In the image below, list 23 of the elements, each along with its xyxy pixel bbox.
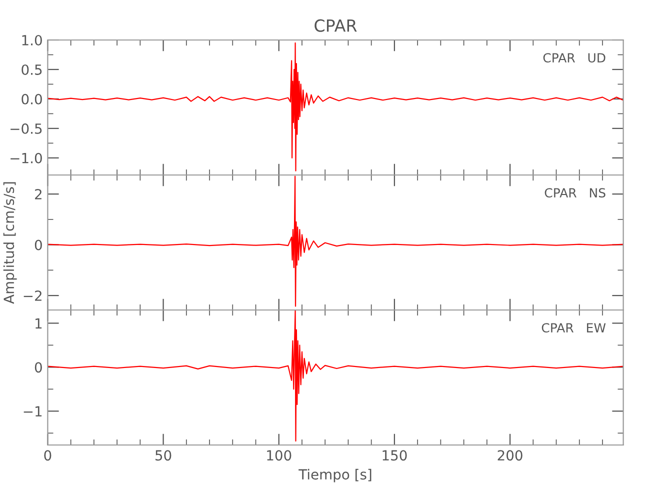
annotation: CPAR NS — [544, 188, 606, 198]
y-axis-title: Amplitud [cm/s/s] — [3, 182, 17, 304]
y-tick-label: 2 — [35, 189, 42, 200]
y-tick-label: −1 — [24, 406, 42, 416]
x-tick-label: 100 — [267, 450, 292, 461]
annotation: CPAR UD — [543, 53, 606, 63]
x-axis-title: Tiempo [s] — [298, 468, 372, 482]
y-tick-label: 1 — [36, 318, 42, 328]
x-tick-label: 0 — [44, 450, 52, 461]
x-tick-label: 50 — [156, 450, 172, 461]
y-tick-label: 0.5 — [22, 64, 42, 75]
y-tick-label: 1.0 — [22, 34, 42, 46]
x-tick-label: 200 — [498, 450, 522, 461]
x-tick-label: 150 — [382, 450, 407, 461]
y-tick-label: 0.0 — [22, 94, 42, 104]
line-series — [48, 42, 624, 172]
annotation: CPAR EW — [542, 323, 606, 333]
y-tick-label: −0.5 — [10, 123, 42, 134]
y-tick-label: 0 — [34, 362, 42, 373]
y-tick-label: 0 — [34, 240, 42, 250]
y-tick-label: −2 — [24, 290, 42, 301]
chart-title: CPAR — [314, 19, 357, 32]
y-tick-label: −1.0 — [10, 152, 42, 164]
